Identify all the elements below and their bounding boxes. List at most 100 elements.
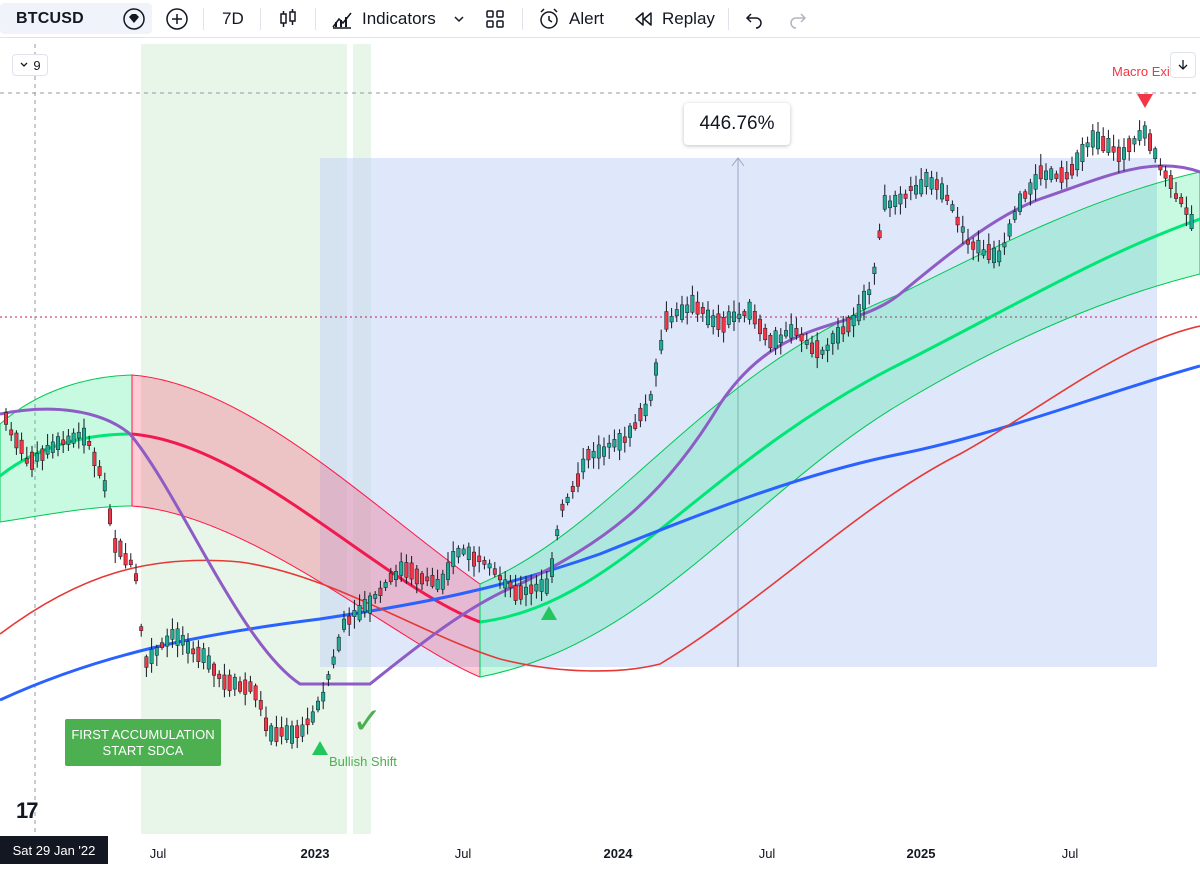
candle-body [347,615,352,625]
time-axis[interactable] [0,834,1200,869]
candle-body [430,575,435,587]
time-label: Jul [758,846,776,861]
alert-button[interactable]: Alert [537,0,604,38]
green-band-right [479,171,1200,678]
candle-body [92,451,97,466]
candle-body [336,636,341,651]
bullish-shift-label: Bullish Shift [329,754,397,769]
tradingview-logo-icon: 17 [16,798,39,823]
time-label: 2025 [906,846,936,861]
accumulation-line2: START SDCA [102,742,184,758]
candle-body [1116,146,1121,162]
macro-exit-label: Macro Exi [1112,64,1170,79]
candle-body [622,436,627,443]
candle-body [30,451,34,470]
compare-add-icon[interactable] [165,0,189,38]
top-toolbar: BTCUSD 7D Indicators Alert Replay [0,0,1200,38]
legend-toggle-button[interactable]: 9 [12,54,48,76]
candle-body [97,466,102,476]
candle-body [1007,223,1012,237]
candle-body [737,313,742,319]
arrow-down-icon [1178,60,1188,70]
candle-body [534,583,539,592]
candle-body [773,330,778,349]
candle-body [841,326,846,335]
alert-label: Alert [569,9,604,28]
accumulation-zone [141,44,347,834]
candle-body [929,177,934,190]
candle-body [82,427,86,446]
time-label: Jul [454,846,472,861]
candle-body [144,656,149,668]
candle-body [19,439,24,454]
candle-body [451,551,456,567]
symbol-search[interactable] [0,3,152,34]
candle-body [191,648,196,655]
candle-body [56,436,60,450]
candles-icon[interactable] [276,0,300,38]
candle-body [357,605,362,621]
candle-body [118,540,123,557]
candle-body [461,548,466,555]
candle-body [425,576,430,582]
candle-body [1189,214,1194,229]
candle-body [154,647,159,656]
scroll-to-realtime-button[interactable] [1170,52,1196,78]
candle-body [830,333,835,344]
symbol-name[interactable]: BTCUSD [16,10,84,27]
candle-body [950,204,955,211]
candle-body [232,676,237,690]
candle-body [1132,138,1137,145]
price-chart[interactable] [0,44,1200,834]
candle-body [388,572,393,582]
accumulation-label: FIRST ACCUMULATION START SDCA [65,719,221,766]
candle-body [4,412,8,425]
candle-body [139,626,144,631]
candle-body [638,407,643,422]
candle-body [435,579,440,590]
candle-body [1184,207,1189,215]
replay-button[interactable]: Replay [632,0,715,38]
candle-body [669,316,674,323]
check-icon: ✓ [352,700,383,741]
undo-icon[interactable] [744,0,764,38]
candle-body [498,575,502,581]
candle-body [123,553,128,566]
layouts-grid-icon[interactable] [484,0,506,38]
candle-body [61,439,66,445]
candle-body [310,711,315,723]
candle-body [399,561,404,576]
candle-body [1049,168,1054,180]
candle-body [971,241,976,250]
candle-body [581,458,586,473]
candle-body [206,655,211,670]
candle-body [903,193,908,199]
candle-body [1018,193,1022,212]
diamond-icon[interactable] [122,0,146,38]
candle-body [331,656,336,665]
candle-body [290,725,294,744]
interval-button[interactable]: 7D [222,9,244,28]
candle-body [539,579,544,592]
candle-body [680,304,684,320]
redo-icon[interactable] [788,0,808,38]
candle-body [165,635,170,647]
candle-body [227,674,232,691]
candle-body [1044,170,1048,180]
candle-body [659,340,664,351]
candle-body [778,334,783,343]
candle-body [24,458,29,464]
candle-body [1090,130,1095,148]
candle-body [269,725,274,742]
candle-body [503,579,508,589]
blue-ma [0,364,1200,702]
candle-body [1054,173,1059,179]
candle-body [248,681,253,692]
chevron-down-icon[interactable] [452,0,466,38]
indicators-button[interactable]: Indicators [330,0,436,38]
candle-body [1033,174,1038,190]
red-ma [0,325,1200,672]
candle-body [274,727,279,742]
candle-body [492,568,497,575]
candle-body [565,496,570,503]
